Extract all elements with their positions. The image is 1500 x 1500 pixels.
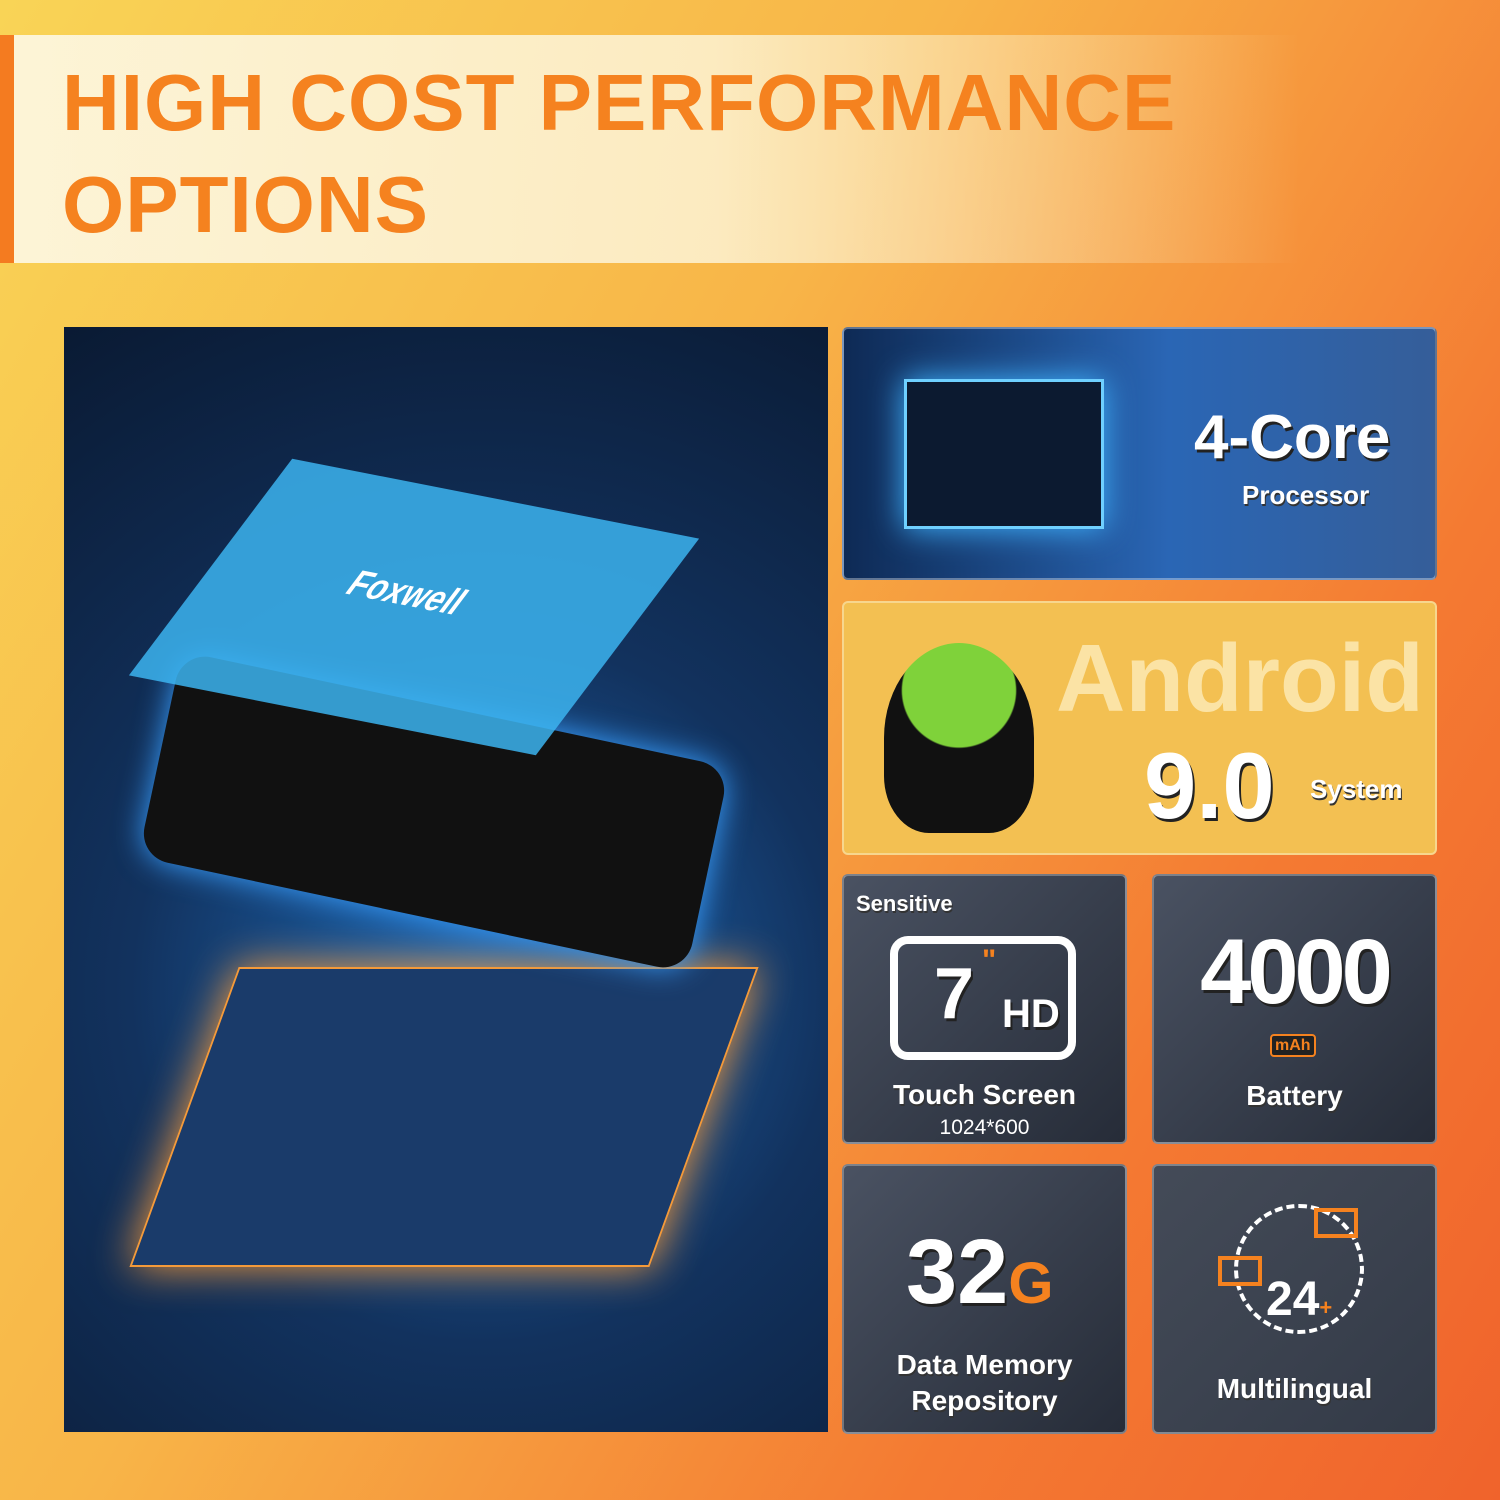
screen-resolution: 1024*600	[939, 1116, 1030, 1139]
battery-capacity: 4000	[1200, 921, 1393, 1023]
android-title: Android	[1056, 625, 1424, 732]
processor-label: Processor	[1242, 480, 1370, 510]
card-language: 24+ Multilingual	[1152, 1164, 1437, 1434]
card-android: Android 9.0 System	[842, 601, 1437, 855]
android-label: System	[1310, 774, 1403, 804]
screen-size: 7	[934, 954, 975, 1034]
card-processor: 4-Core Processor	[842, 327, 1437, 580]
memory-label-2: Repository	[911, 1385, 1058, 1416]
memory-size: 32G	[906, 1226, 1053, 1318]
screen-top: Sensitive	[856, 891, 953, 916]
chip-graphic	[129, 967, 759, 1267]
screen-label: Touch Screen	[892, 1079, 1077, 1110]
screen-unit: "	[982, 944, 997, 977]
battery-label: Battery	[1246, 1080, 1343, 1111]
hero-product-image: Foxwell	[64, 327, 828, 1432]
language-count: 24+	[1266, 1276, 1332, 1324]
memory-value: 32	[906, 1221, 1009, 1323]
title-line-1: HIGH COST PERFORMANCE	[62, 58, 1177, 147]
android-version: 9.0	[1144, 733, 1275, 838]
language-plus: +	[1319, 1295, 1333, 1320]
battery-unit-icon: mAh	[1270, 1034, 1316, 1058]
chat-bubble-icon	[1218, 1256, 1262, 1286]
header-banner: HIGH COST PERFORMANCE OPTIONS	[0, 35, 1300, 263]
screen-hd: HD	[1002, 992, 1060, 1036]
screen-size-icon: 7 " HD	[890, 936, 1076, 1060]
accent-bar	[0, 35, 14, 263]
globe-icon	[1234, 1204, 1364, 1334]
language-count-value: 24	[1266, 1273, 1320, 1326]
memory-unit: G	[1008, 1251, 1054, 1316]
processor-cores: 4-Core	[1194, 403, 1391, 472]
chat-bubble-icon	[1314, 1208, 1358, 1238]
card-memory: 32G Data Memory Repository	[842, 1164, 1127, 1434]
card-battery: 4000 mAh Battery	[1152, 874, 1437, 1144]
processor-chip-icon	[904, 379, 1104, 529]
title-line-2: OPTIONS	[62, 160, 430, 249]
android-mascot-icon	[884, 643, 1034, 833]
language-label: Multilingual	[1216, 1373, 1373, 1404]
card-screen: Sensitive 7 " HD Touch Screen 1024*600	[842, 874, 1127, 1144]
memory-label-1: Data Memory	[896, 1349, 1073, 1380]
